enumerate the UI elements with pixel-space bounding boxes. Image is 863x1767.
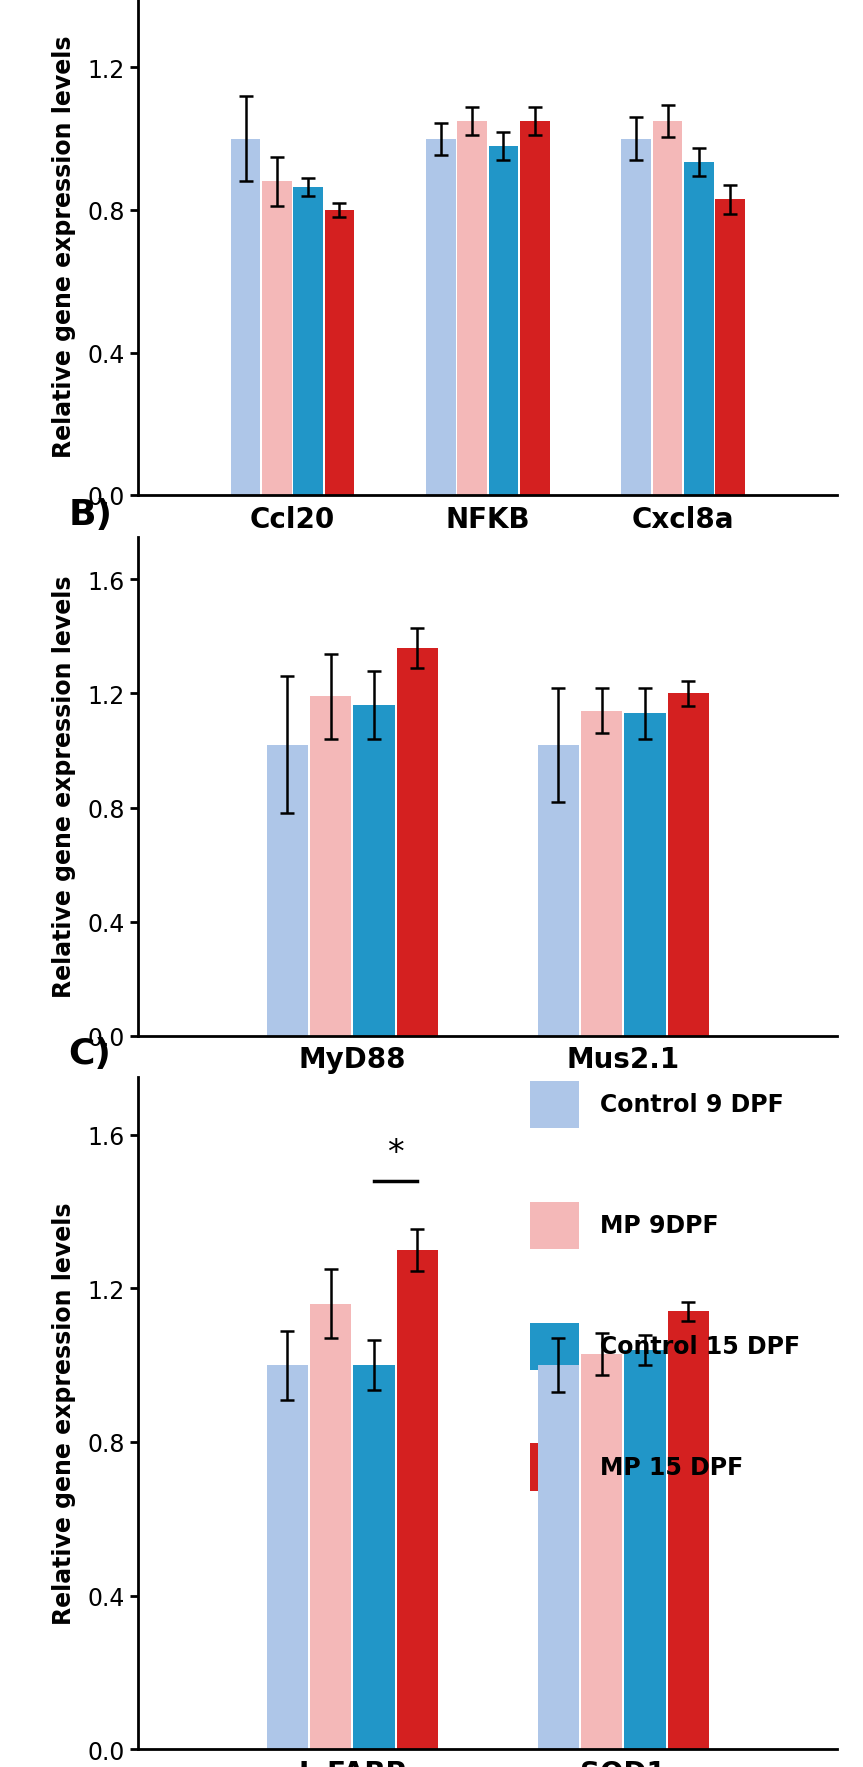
Bar	[397, 1251, 438, 1749]
Text: MP 15 DPF: MP 15 DPF	[600, 1456, 743, 1479]
Bar	[624, 714, 665, 1035]
Text: MP 9DPF: MP 9DPF	[600, 1214, 718, 1237]
Bar	[652, 122, 682, 495]
Text: B): B)	[68, 498, 112, 532]
Bar	[715, 200, 745, 495]
Text: Control 9 DPF: Control 9 DPF	[600, 1092, 783, 1117]
Y-axis label: Relative gene expression levels: Relative gene expression levels	[53, 1202, 76, 1624]
Text: *: *	[387, 1136, 404, 1170]
Bar	[267, 1366, 308, 1749]
Bar	[667, 694, 709, 1035]
Bar	[267, 746, 308, 1035]
Bar	[581, 1354, 622, 1749]
Bar	[230, 140, 261, 495]
Text: C): C)	[68, 1037, 111, 1071]
Bar	[353, 705, 394, 1035]
Bar	[538, 1366, 578, 1749]
Bar	[426, 140, 456, 495]
FancyBboxPatch shape	[530, 1444, 578, 1491]
Bar	[397, 648, 438, 1035]
Bar	[293, 187, 323, 495]
Y-axis label: Relative gene expression levels: Relative gene expression levels	[53, 576, 76, 998]
Bar	[624, 1350, 665, 1749]
Bar	[683, 163, 714, 495]
Y-axis label: Relative gene expression levels: Relative gene expression levels	[53, 35, 76, 458]
Bar	[457, 122, 487, 495]
Bar	[261, 182, 292, 495]
Bar	[581, 710, 622, 1035]
Bar	[488, 147, 518, 495]
Bar	[520, 122, 549, 495]
Bar	[621, 140, 651, 495]
Bar	[667, 1311, 709, 1749]
Bar	[324, 210, 354, 495]
Bar	[353, 1366, 394, 1749]
FancyBboxPatch shape	[530, 1202, 578, 1249]
FancyBboxPatch shape	[530, 1323, 578, 1369]
FancyBboxPatch shape	[530, 1081, 578, 1127]
Bar	[538, 746, 578, 1035]
Text: Control 15 DPF: Control 15 DPF	[600, 1334, 799, 1359]
Bar	[310, 1304, 351, 1749]
Bar	[310, 696, 351, 1035]
